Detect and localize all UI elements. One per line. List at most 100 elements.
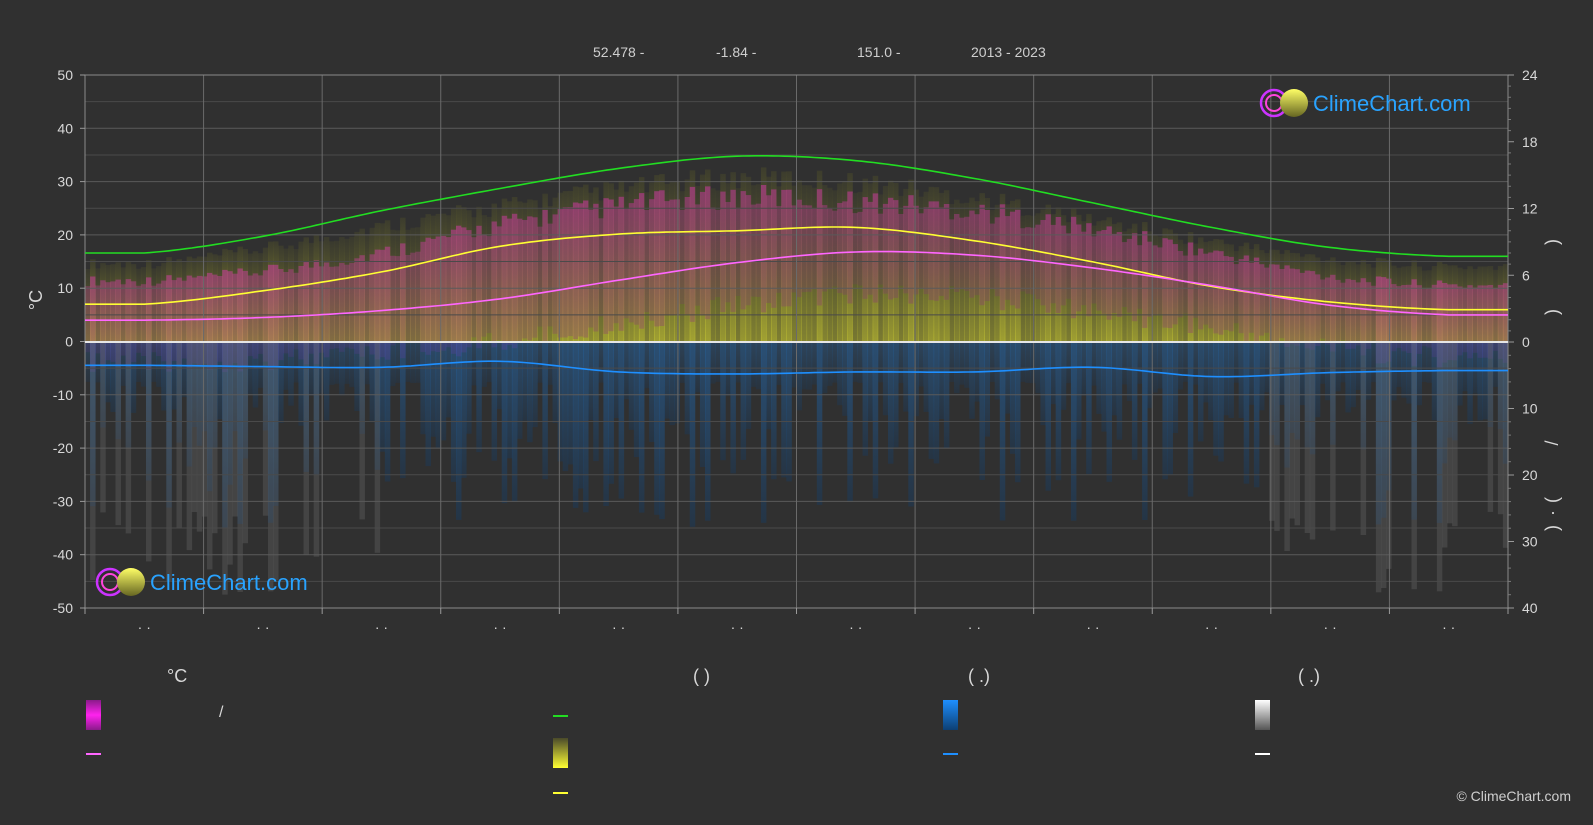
axes-layer: 50 40 30 20 10 0 -10 -20 -30 -40 -50 24 18 12 6 0 10 20 30… <box>53 67 1538 635</box>
rain-bar <box>298 342 304 426</box>
rain-bar <box>1426 342 1433 383</box>
rain-bar <box>755 342 762 390</box>
temp-range-bar <box>110 281 116 362</box>
temp-range-bar <box>1299 272 1306 342</box>
rain-bar <box>334 342 340 384</box>
rain-bar <box>90 342 96 507</box>
rain-bar <box>1492 342 1499 387</box>
rain-bar <box>867 342 874 422</box>
rain-bar <box>1406 342 1412 404</box>
temp-range-bar <box>1284 265 1290 347</box>
snow-bar <box>1284 342 1290 551</box>
temp-range-bar <box>740 191 747 310</box>
temp-range-bar <box>862 197 869 299</box>
rain-bar <box>776 342 782 385</box>
rain-bar <box>344 342 350 384</box>
rain-bar <box>837 342 843 406</box>
rain-bar <box>750 342 757 387</box>
logo-text: ClimeChart.com <box>1313 91 1471 116</box>
rain-bar <box>1213 342 1219 456</box>
y2-tick-label: 6 <box>1522 267 1530 283</box>
temp-range-bar <box>369 254 376 355</box>
rain-bar <box>826 342 833 386</box>
temp-range-bar <box>334 266 340 349</box>
rain-bar <box>649 342 655 442</box>
temp-range-bar <box>435 236 442 352</box>
rain-bar <box>1502 342 1509 464</box>
temp-range-bar <box>786 189 792 307</box>
temp-range-bar <box>694 204 701 306</box>
rain-bar <box>410 342 416 383</box>
temp-range-bar <box>283 272 289 354</box>
rain-bar <box>1340 342 1346 383</box>
rain-bar <box>583 342 589 513</box>
rain-bar <box>842 342 848 416</box>
rain-bar <box>598 342 604 383</box>
temp-range-bar <box>1350 279 1356 349</box>
rain-bar <box>237 342 243 524</box>
rain-bar <box>1431 342 1438 421</box>
snow-bar <box>125 342 132 534</box>
temp-range-bar <box>125 279 132 367</box>
rain-bar <box>201 342 208 432</box>
temp-range-bar <box>1457 286 1463 356</box>
temp-range-bar <box>1197 248 1204 330</box>
rain-bar <box>379 342 386 452</box>
rain-bar <box>288 342 294 406</box>
temp-range-bar <box>1477 285 1483 358</box>
temp-range-bar <box>857 211 863 286</box>
temp-range-bar <box>710 207 716 301</box>
temp-range-bar <box>1314 274 1321 346</box>
temp-range-bar <box>400 243 406 359</box>
rain-bar <box>511 342 518 502</box>
header-latitude: 52.478 - <box>593 44 645 60</box>
temp-range-bar <box>359 255 365 357</box>
rain-bar <box>1147 342 1153 409</box>
rain-bar <box>1137 342 1143 384</box>
snow-bar <box>196 342 203 532</box>
rain-bar <box>999 342 1006 521</box>
right-axis-glyph-2: ) <box>1542 309 1562 315</box>
logo-bottom-left[interactable]: ClimeChart.com <box>95 567 308 597</box>
rain-bar <box>730 342 736 474</box>
temp-range-bar <box>603 198 609 334</box>
rain-bar <box>1355 342 1362 390</box>
temp-range-bar <box>1264 267 1270 333</box>
temp-range-bar <box>1081 231 1087 306</box>
logo-top-right[interactable]: ClimeChart.com <box>1259 88 1471 118</box>
temp-range-bar <box>151 285 157 353</box>
rain-bar <box>1081 342 1087 396</box>
rain-bar <box>196 342 203 446</box>
temp-range-bar <box>1360 278 1367 356</box>
rain-bar <box>506 342 513 459</box>
rain-bar <box>1152 342 1158 393</box>
temp-range-bar <box>760 185 767 313</box>
rain-bar <box>1091 342 1097 386</box>
rain-bar <box>222 342 228 529</box>
rain-bar <box>679 342 686 383</box>
temp-range-bar <box>766 195 772 303</box>
rain-bar <box>1157 342 1163 389</box>
snow-bar <box>100 342 106 513</box>
temp-range-bar <box>638 193 645 329</box>
rain-bar <box>898 342 904 384</box>
snow-bar <box>1436 342 1443 592</box>
rain-bar <box>811 342 818 385</box>
temp-range-bar <box>908 195 914 304</box>
rain-bar <box>567 342 574 465</box>
rain-bar <box>618 342 625 499</box>
y-tick-label: -30 <box>53 493 73 509</box>
rain-bar <box>735 342 741 383</box>
rain-bar <box>938 342 945 419</box>
temp-range-bar <box>237 268 243 372</box>
temp-range-bar <box>445 237 452 348</box>
temp-range-bar <box>572 202 579 339</box>
rain-bar <box>461 342 467 478</box>
temp-range-bar <box>456 225 462 357</box>
rain-bar <box>1065 342 1072 384</box>
lines-layer <box>85 155 1508 378</box>
right-axis-glyph-4: ( <box>1542 497 1562 503</box>
rain-bar <box>1411 342 1417 520</box>
rain-bar <box>1436 342 1443 523</box>
temp-range-bar <box>923 207 930 295</box>
